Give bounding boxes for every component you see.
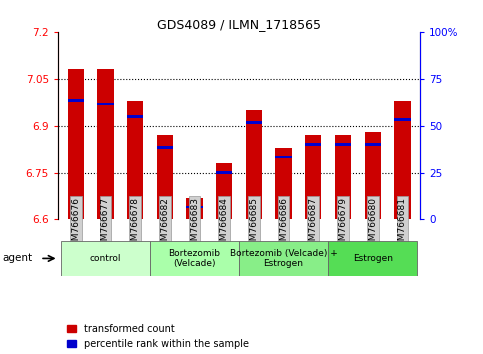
Text: Bortezomib
(Velcade): Bortezomib (Velcade) [169, 249, 221, 268]
Bar [127, 101, 143, 219]
Text: control: control [90, 254, 121, 263]
Text: GSM766681: GSM766681 [398, 197, 407, 252]
Text: GSM766684: GSM766684 [220, 197, 229, 252]
Bar [68, 99, 84, 102]
Bar [246, 110, 262, 219]
Text: GSM766678: GSM766678 [131, 197, 140, 252]
Bar [394, 101, 411, 219]
Bar [186, 206, 203, 208]
Bar [335, 143, 351, 146]
Title: GDS4089 / ILMN_1718565: GDS4089 / ILMN_1718565 [157, 18, 321, 31]
Text: GSM766677: GSM766677 [101, 197, 110, 252]
Bar [186, 198, 203, 219]
Text: GSM766686: GSM766686 [279, 197, 288, 252]
Text: GSM766680: GSM766680 [368, 197, 377, 252]
Text: GSM766683: GSM766683 [190, 197, 199, 252]
Text: agent: agent [2, 253, 32, 263]
Text: GSM766682: GSM766682 [160, 197, 170, 252]
Bar [246, 121, 262, 124]
Bar [305, 135, 322, 219]
Bar [365, 143, 381, 146]
Text: Estrogen: Estrogen [353, 254, 393, 263]
Bar [394, 118, 411, 121]
Text: GSM766685: GSM766685 [249, 197, 258, 252]
Bar [156, 146, 173, 149]
Bar [328, 241, 417, 276]
Bar [216, 171, 232, 174]
Bar [156, 135, 173, 219]
Bar [68, 69, 84, 219]
Bar [97, 103, 114, 105]
Bar [275, 156, 292, 158]
Bar [97, 69, 114, 219]
Bar [365, 132, 381, 219]
Bar [275, 148, 292, 219]
Text: GSM766679: GSM766679 [339, 197, 347, 252]
Bar [239, 241, 328, 276]
Bar [305, 143, 322, 146]
Bar [216, 163, 232, 219]
Bar [61, 241, 150, 276]
Bar [150, 241, 239, 276]
Bar [335, 135, 351, 219]
Text: GSM766676: GSM766676 [71, 197, 80, 252]
Text: Bortezomib (Velcade) +
Estrogen: Bortezomib (Velcade) + Estrogen [230, 249, 338, 268]
Bar [127, 115, 143, 118]
Legend: transformed count, percentile rank within the sample: transformed count, percentile rank withi… [63, 320, 253, 353]
Text: GSM766687: GSM766687 [309, 197, 318, 252]
